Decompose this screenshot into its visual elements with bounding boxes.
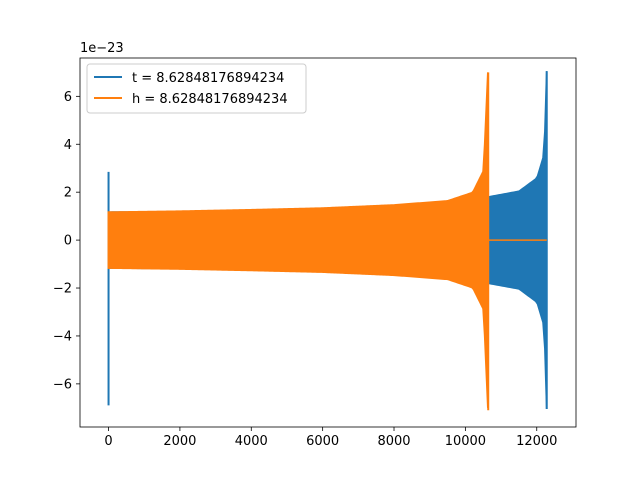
x-tick-label: 2000 [163, 434, 196, 449]
x-tick-label: 12000 [516, 434, 557, 449]
series-h [107, 72, 547, 411]
x-tick-label: 6000 [306, 434, 339, 449]
y-tick-label: −4 [53, 329, 72, 344]
y-tick-label: 4 [64, 138, 72, 153]
x-tick-label: 8000 [377, 434, 410, 449]
legend-frame [86, 63, 307, 114]
axes-frame [79, 57, 577, 428]
plot-area [79, 57, 577, 428]
legend: t = 8.62848176894234 h = 8.6284817689423… [86, 63, 307, 114]
y-tick-label: −6 [53, 377, 72, 392]
y-tick-label: 2 [64, 186, 72, 201]
y-tick-label: −2 [53, 282, 72, 297]
legend-label-t: t = 8.62848176894234 [132, 71, 284, 86]
y-tick-label: 0 [64, 234, 72, 249]
x-axis: 0 2000 4000 6000 8000 10000 12000 [104, 427, 557, 449]
y-axis: −6 −4 −2 0 2 4 6 [53, 90, 80, 392]
legend-label-h: h = 8.62848176894234 [132, 92, 288, 107]
x-tick-label: 0 [104, 434, 112, 449]
series-layer [107, 71, 548, 411]
x-tick-label: 4000 [235, 434, 268, 449]
y-axis-scale-label: 1e−23 [80, 41, 124, 56]
y-tick-label: 6 [64, 90, 72, 105]
x-tick-label: 10000 [445, 434, 486, 449]
